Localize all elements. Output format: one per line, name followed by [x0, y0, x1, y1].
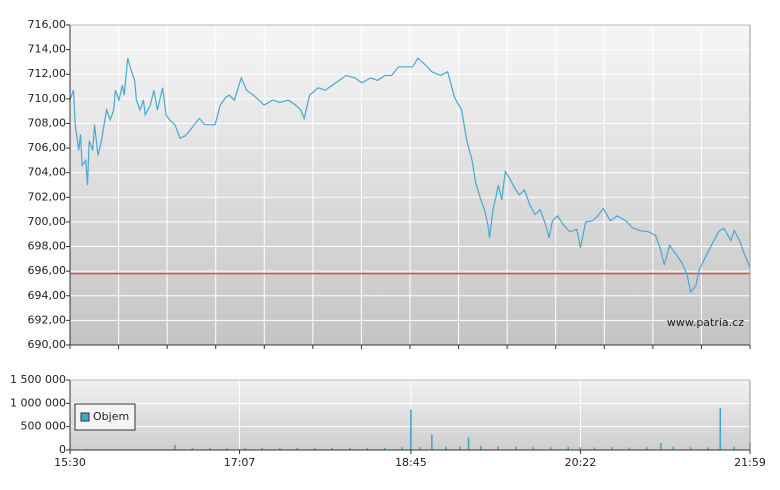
volume-bar — [331, 447, 334, 450]
y-tick-label: 710,00 — [28, 92, 67, 105]
volume-bar — [479, 445, 482, 450]
volume-bar — [733, 446, 736, 450]
volume-bar — [689, 447, 692, 450]
volume-bar — [431, 434, 433, 450]
volume-bar — [567, 446, 570, 450]
x-tick-label: 17:07 — [224, 456, 256, 469]
volume-bar — [514, 446, 517, 450]
y-tick-label: 1 500 000 — [10, 373, 66, 386]
volume-bar — [226, 448, 229, 450]
volume-bar — [348, 447, 351, 450]
volume-bar — [244, 448, 246, 450]
x-tick-label: 21:59 — [734, 456, 766, 469]
y-tick-label: 700,00 — [28, 215, 67, 228]
volume-bar — [628, 447, 631, 450]
x-tick-label: 15:30 — [54, 456, 86, 469]
y-tick-label: 714,00 — [28, 43, 67, 56]
volume-bar — [549, 447, 552, 450]
volume-bar — [593, 447, 596, 450]
price-line — [69, 57, 751, 294]
volume-bar — [459, 446, 461, 450]
y-tick-label: 696,00 — [28, 264, 67, 277]
volume-bar — [445, 446, 447, 450]
volume-bar — [366, 448, 368, 450]
volume-bar — [261, 447, 264, 450]
volume-bar — [313, 448, 316, 450]
y-tick-label: 0 — [59, 443, 66, 456]
y-tick-label: 500 000 — [21, 420, 67, 433]
y-tick-label: 690,00 — [28, 338, 67, 351]
y-tick-label: 716,00 — [28, 18, 67, 31]
volume-bar — [672, 446, 674, 450]
x-tick-label: 20:22 — [565, 456, 597, 469]
volume-bar — [209, 448, 211, 450]
volume-bar — [532, 447, 535, 450]
volume-bar — [611, 447, 613, 450]
volume-bar — [660, 443, 662, 450]
volume-bar — [418, 447, 421, 450]
volume-bar — [410, 409, 412, 450]
volume-bar — [579, 447, 582, 450]
y-tick-label: 704,00 — [28, 166, 67, 179]
y-tick-label: 712,00 — [28, 67, 67, 80]
volume-bar — [719, 408, 722, 450]
volume-bar — [707, 447, 709, 450]
volume-plot-bg — [70, 380, 750, 450]
volume-bar — [278, 448, 281, 450]
volume-bar — [467, 437, 470, 450]
volume-bar — [174, 444, 176, 450]
volume-bar — [401, 447, 403, 450]
watermark: www.patria.cz — [667, 316, 744, 329]
legend-label: Objem — [93, 410, 129, 423]
y-tick-label: 1 000 000 — [10, 396, 66, 409]
y-tick-label: 692,00 — [28, 313, 67, 326]
volume-bar — [191, 447, 194, 450]
x-tick-label: 18:45 — [395, 456, 427, 469]
y-tick-label: 708,00 — [28, 116, 67, 129]
volume-bar — [383, 447, 386, 450]
legend-swatch — [80, 412, 90, 422]
y-tick-label: 694,00 — [28, 289, 67, 302]
volume-bar — [296, 447, 299, 450]
volume-bar — [497, 446, 500, 450]
y-tick-label: 698,00 — [28, 240, 67, 253]
volume-bar — [646, 447, 648, 450]
y-tick-label: 706,00 — [28, 141, 67, 154]
y-tick-label: 702,00 — [28, 190, 67, 203]
